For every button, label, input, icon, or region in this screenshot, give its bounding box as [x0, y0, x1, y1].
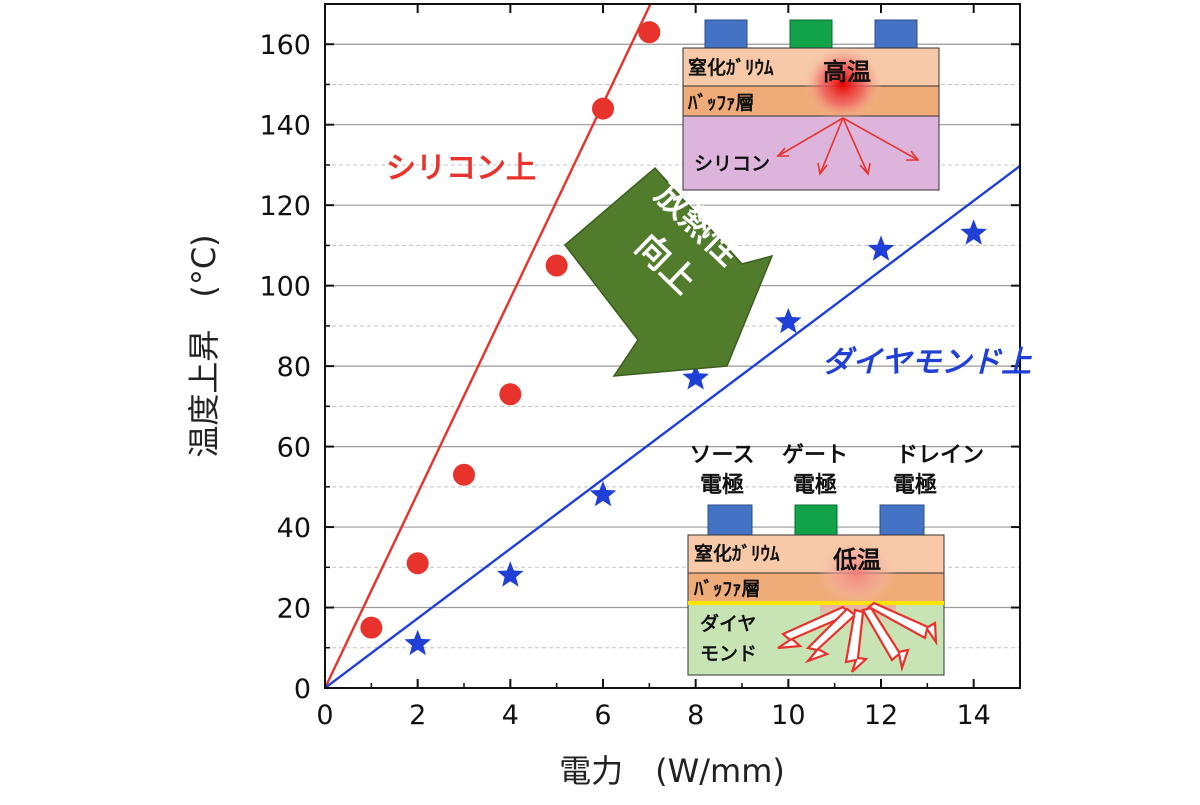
y-tick-label: 160 [259, 30, 311, 61]
inset-dia-source-label-1: ソース [690, 443, 755, 468]
inset-si-electrode-source [704, 19, 748, 49]
inset-dia-drain-label-1: ドレイン [896, 443, 984, 468]
inset-dia-substrate-label-1: ダイヤ [700, 612, 756, 635]
data-point-series-0 [406, 552, 429, 575]
inset-dia-electrode-source [707, 504, 753, 536]
inset-dia-gan-layer [687, 534, 945, 574]
inset-dia-heat-arrows [777, 601, 938, 673]
x-tick-label: 10 [771, 700, 805, 731]
fit-line-series-1 [325, 164, 1020, 688]
inset-si-electrode-gate [789, 19, 833, 49]
x-tick-label: 0 [316, 700, 333, 731]
data-point-series-0 [453, 463, 475, 486]
y-tick-label: 20 [277, 594, 311, 625]
inset-si-hot-spot [803, 46, 883, 122]
y-tick-label: 120 [259, 191, 311, 222]
y-tick-label: 0 [294, 674, 311, 705]
data-point-series-0 [360, 616, 383, 639]
data-points [360, 21, 987, 656]
y-tick-label: 140 [259, 111, 311, 142]
data-point-series-0 [592, 97, 614, 120]
data-point-series-1 [497, 561, 524, 587]
y-axis-title: 温度上昇 (°C) [185, 234, 223, 457]
inset-dia-warm-spot [817, 538, 897, 606]
data-point-series-1 [775, 307, 802, 334]
inset-dia-electrode-drain [879, 504, 925, 536]
axis-ticks: 0 20 40 60 80 100 120 140 160 0 2 4 6 8 10 12 14 [259, 4, 1020, 731]
inset-dia-buffer-label: ﾊﾞｯﾌｧ層 [693, 577, 761, 600]
inset-si-substrate [682, 115, 940, 191]
heat-dissipation-arrow: 放熱性 向上 [563, 166, 774, 377]
plot-frame [324, 3, 1021, 689]
inset-dia-source-label-2: 電極 [700, 472, 744, 498]
series-label-silicon: シリコン上 [386, 151, 536, 186]
x-tick-label: 8 [687, 700, 704, 731]
data-point-series-1 [682, 364, 709, 390]
arrow-shape [563, 166, 774, 377]
y-tick-label: 80 [277, 352, 311, 383]
y-tick-label: 60 [277, 433, 311, 464]
x-tick-label: 2 [409, 700, 426, 731]
x-tick-label: 6 [594, 700, 611, 731]
x-tick-label: 14 [956, 700, 990, 731]
inset-dia-substrate-label-2: モンド [700, 643, 757, 665]
inset-dia-gate-label-1: ゲート [782, 443, 848, 468]
data-point-series-0 [638, 21, 661, 44]
x-axis-title: 電力 (W/mm) [559, 752, 785, 790]
diamond-device-inset: ソース 電極 ゲート 電極 ドレイン 電極 窒化ｶﾞﾘｳﾑ ﾊﾞｯﾌｧ層 低温 … [687, 443, 984, 676]
data-point-series-0 [499, 383, 522, 406]
inset-dia-electrode-gate [794, 504, 838, 536]
inset-si-electrode-drain [874, 19, 918, 49]
inset-si-substrate-label: シリコン [694, 153, 770, 175]
inset-dia-gate-label-2: 電極 [793, 472, 837, 498]
series-label-diamond: ダイヤモンド上 [822, 345, 1032, 380]
y-tick-label: 40 [277, 513, 311, 544]
inset-si-hot-label: 高温 [823, 58, 871, 86]
y-tick-label: 100 [259, 272, 311, 303]
silicon-device-inset: 窒化ｶﾞﾘｳﾑ ﾊﾞｯﾌｧ層 高温 シリコン [682, 19, 940, 191]
data-point-series-1 [867, 235, 895, 261]
inset-dia-gan-label: 窒化ｶﾞﾘｳﾑ [694, 542, 780, 565]
data-point-series-1 [404, 629, 431, 656]
inset-dia-buffer-layer [687, 572, 945, 604]
data-point-series-1 [960, 219, 987, 245]
data-point-series-1 [589, 480, 617, 507]
inset-si-buffer-label: ﾊﾞｯﾌｧ層 [687, 91, 755, 114]
inset-si-heat-arrows [776, 117, 920, 176]
inset-si-gan-label: 窒化ｶﾞﾘｳﾑ [688, 56, 774, 79]
x-tick-label: 12 [864, 700, 898, 731]
x-tick-label: 4 [502, 700, 519, 731]
data-point-series-0 [545, 254, 568, 277]
inset-dia-drain-label-2: 電極 [893, 472, 937, 498]
inset-dia-cool-label: 低温 [832, 546, 881, 574]
